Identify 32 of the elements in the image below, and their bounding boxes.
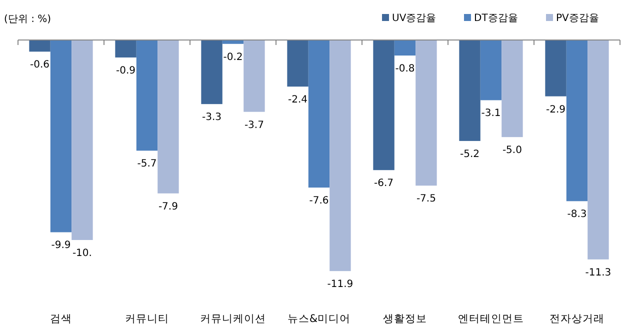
x-tick-label: 엔터테인먼트: [458, 313, 524, 325]
data-label: -2.4: [288, 94, 308, 106]
x-tick-label: 검색: [50, 313, 72, 325]
data-label: -0.8: [395, 64, 415, 75]
data-label: -5.2: [460, 148, 480, 160]
data-label: -8.3: [567, 209, 587, 220]
data-label: -0.9: [116, 65, 136, 76]
x-tick-label: 커뮤니케이션: [200, 313, 266, 325]
data-label: -6.7: [374, 178, 394, 190]
legend-label: UV증감율: [392, 13, 436, 24]
data-label: -11.9: [327, 279, 354, 290]
data-label: -7.9: [158, 201, 178, 212]
x-tick-label: 커뮤니티: [125, 313, 169, 325]
data-label: -3.7: [244, 120, 264, 131]
data-label: -3.3: [202, 112, 222, 124]
data-label: -7.5: [416, 194, 436, 205]
data-label: -0.2: [223, 52, 243, 63]
legend-label: PV증감율: [556, 13, 599, 24]
x-tick-label: 뉴스&미디어: [287, 313, 351, 325]
legend-label: DT증감율: [474, 13, 518, 24]
data-label: -2.9: [546, 104, 566, 116]
data-label: -5.0: [502, 145, 522, 156]
text: (단위 : %): [4, 14, 52, 25]
data-label: -10.: [72, 248, 92, 259]
data-label: -3.1: [481, 108, 501, 120]
data-label: -7.6: [309, 196, 329, 207]
data-label: -0.6: [30, 60, 50, 71]
data-label: -5.7: [137, 158, 157, 170]
data-label: -11.3: [585, 267, 612, 278]
x-tick-label: 생활정보: [383, 313, 427, 325]
x-tick-label: 전자상거래: [550, 313, 604, 325]
data-label: -9.9: [51, 240, 71, 252]
